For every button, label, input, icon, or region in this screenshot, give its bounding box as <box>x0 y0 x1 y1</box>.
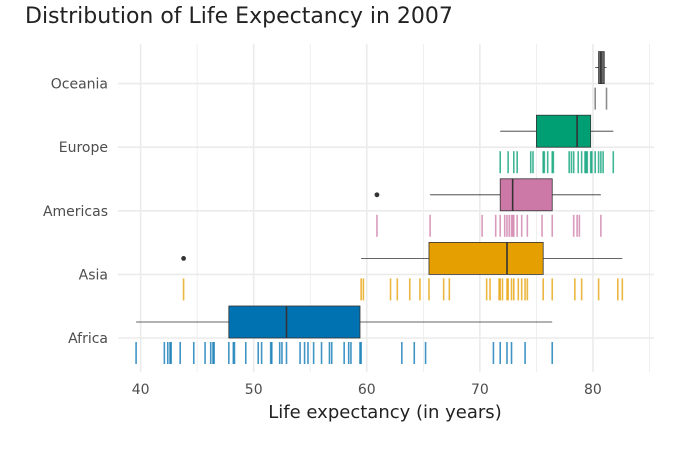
y-category-label: Africa <box>68 331 108 347</box>
outlier-point <box>181 256 186 261</box>
y-category-label: Asia <box>79 267 108 283</box>
series-africa <box>135 305 554 364</box>
y-category-label: Americas <box>43 204 108 220</box>
x-tick-label: 50 <box>245 382 263 398</box>
axis-labels: 40 50 60 70 80 Africa Asia Americas Europe Oceani… <box>43 77 602 398</box>
series-americas <box>374 178 602 237</box>
x-tick-label: 60 <box>358 382 376 398</box>
iqr-box <box>535 114 592 148</box>
iqr-box <box>228 305 361 339</box>
x-tick-label: 80 <box>584 382 602 398</box>
y-category-label: Oceania <box>51 77 108 93</box>
x-axis-title: Life expectancy (in years) <box>268 402 501 423</box>
x-tick-label: 70 <box>471 382 489 398</box>
series-asia <box>181 241 624 301</box>
iqr-box <box>499 178 553 212</box>
x-tick-label: 40 <box>132 382 150 398</box>
series-europe <box>499 114 615 174</box>
series-oceania <box>594 51 608 110</box>
grid-lines <box>118 44 654 372</box>
y-category-label: Europe <box>59 140 108 156</box>
chart-title: Distribution of Life Expectancy in 2007 <box>25 4 453 29</box>
iqr-box <box>428 241 544 275</box>
outlier-point <box>374 192 380 198</box>
plot-marks <box>135 51 624 364</box>
